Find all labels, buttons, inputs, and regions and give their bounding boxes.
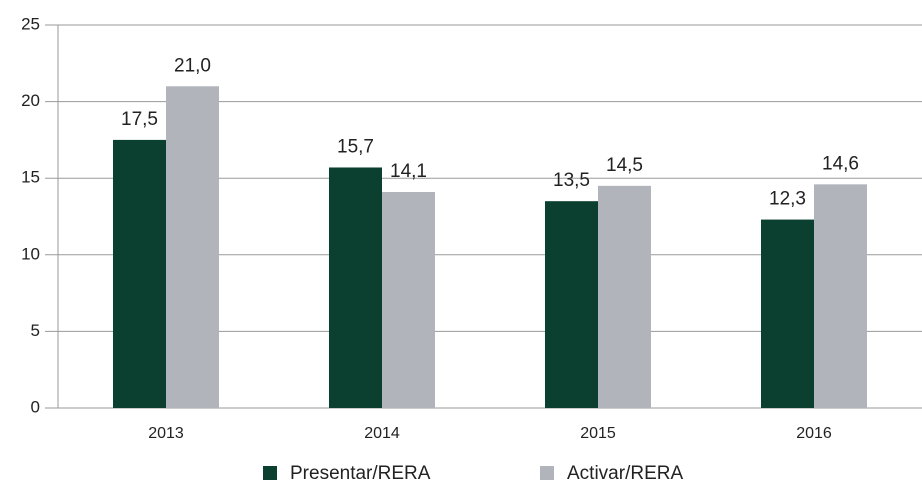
data-label: 15,7 [337,136,374,157]
y-tick-label: 0 [31,397,40,416]
y-tick-label: 25 [21,14,40,33]
bar [814,184,867,408]
y-tick-label: 20 [21,91,40,110]
y-tick-label: 15 [21,168,40,187]
y-tick-label: 10 [21,244,40,263]
bar [113,139,166,408]
y-tick-label: 5 [31,321,40,340]
legend-label: Activar/RERA [567,463,683,484]
x-tick-label: 2013 [148,425,184,442]
data-label: 14,6 [822,153,859,174]
legend-label: Presentar/RERA [290,463,431,484]
x-tick-label: 2016 [796,425,832,442]
bar [598,185,651,408]
x-tick-label: 2014 [364,425,400,442]
bar [166,86,219,408]
data-label: 13,5 [553,170,590,191]
data-label: 14,5 [606,155,643,176]
bar [382,191,435,408]
data-label: 12,3 [769,189,806,210]
bar [545,201,598,408]
data-label: 17,5 [121,109,158,130]
legend-swatch [540,466,554,480]
legend-swatch [263,466,277,480]
data-label: 14,1 [390,161,427,182]
x-tick-label: 2015 [580,425,616,442]
bar [761,219,814,408]
data-label: 21,0 [174,55,211,76]
bar [329,167,382,408]
